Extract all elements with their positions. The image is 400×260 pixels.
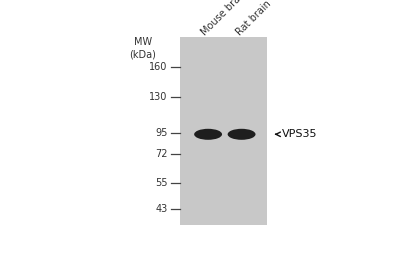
Text: 55: 55 (155, 178, 168, 188)
Text: MW: MW (134, 37, 152, 47)
Text: 160: 160 (150, 62, 168, 72)
Ellipse shape (194, 129, 222, 140)
Ellipse shape (228, 129, 256, 140)
Bar (180, 37, 267, 225)
Text: VPS35: VPS35 (282, 129, 317, 139)
Text: 72: 72 (155, 149, 168, 159)
Text: 95: 95 (156, 128, 168, 138)
Text: (kDa): (kDa) (130, 49, 156, 59)
Text: Mouse brain: Mouse brain (200, 0, 249, 37)
Text: 130: 130 (150, 92, 168, 102)
Text: 43: 43 (156, 204, 168, 214)
Text: Rat brain: Rat brain (234, 0, 273, 37)
